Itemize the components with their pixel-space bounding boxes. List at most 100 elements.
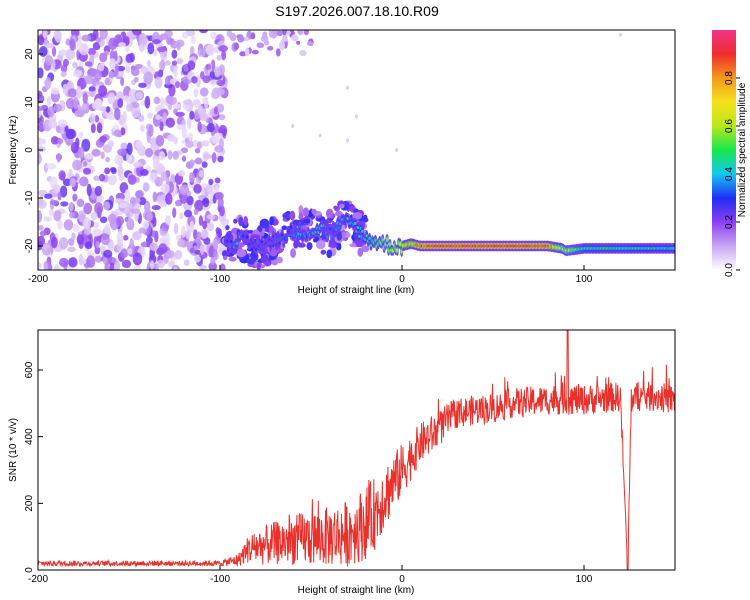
spectrogram-y-tick-label: 0 <box>24 147 35 153</box>
spectrogram-noise-blob <box>60 123 65 134</box>
spectrogram-track-halo <box>344 231 351 238</box>
spectrogram-track-core <box>267 238 271 242</box>
spectrogram-track-core <box>298 224 301 228</box>
spectrogram-track-halo <box>236 249 247 258</box>
spectrogram-noise-blob <box>193 254 202 263</box>
spectrogram-noise-blob <box>196 231 202 241</box>
spectrogram-noise-blob <box>153 157 160 168</box>
spectrogram-noise-blob <box>256 42 265 49</box>
spectrogram-noise-blob <box>208 261 217 270</box>
colorbar-tick-label: 0.2 <box>724 215 735 229</box>
spectrogram-noise-blob <box>128 88 138 102</box>
spectrogram-noise-blob <box>318 133 322 138</box>
spectrogram-noise-blob <box>158 60 166 71</box>
spectrogram-noise-blob <box>189 110 195 120</box>
spectrogram-noise-blob <box>122 110 127 124</box>
spectrogram-noise-blob <box>276 30 283 37</box>
spectrogram-noise-blob <box>65 98 76 110</box>
spectrogram-noise-blob <box>44 43 55 49</box>
spectrogram-noise-blob <box>159 33 168 40</box>
spectrogram-noise-blob <box>108 71 115 79</box>
spectrogram-noise-blob <box>108 37 118 50</box>
spectrogram-noise-blob <box>185 140 194 148</box>
spectrogram-track-core <box>385 237 389 242</box>
spectrogram-noise-blob <box>172 266 178 270</box>
spectrogram-track-halo <box>334 210 343 217</box>
spectrogram-noise-blob <box>205 44 215 56</box>
spectrogram-noise-blob <box>177 238 185 248</box>
spectrogram-noise-blob <box>173 136 178 145</box>
spectrogram-noise-blob <box>78 253 83 266</box>
spectrogram-noise-blob <box>168 96 177 105</box>
spectrogram-noise-blob <box>90 123 96 134</box>
spectrogram-noise-blob <box>267 45 274 51</box>
spectrogram-track-core <box>672 246 675 250</box>
spectrogram-track-halo <box>282 212 292 219</box>
spectrogram-track-core <box>356 225 360 230</box>
spectrogram-noise-blob <box>105 156 110 163</box>
spectrogram-noise-blob <box>84 241 93 250</box>
spectrogram-track-halo <box>303 219 311 224</box>
spectrogram-noise-blob <box>96 196 102 204</box>
spectrogram-noise-blob <box>87 47 96 56</box>
spectrogram-noise-blob <box>41 244 51 250</box>
spectrogram-noise-blob <box>214 177 221 184</box>
spectrogram-noise-blob <box>213 66 222 78</box>
spectrogram-noise-blob <box>79 176 89 187</box>
spectrogram-noise-blob <box>42 30 48 39</box>
spectrogram-noise-blob <box>107 140 115 148</box>
spectrogram-noise-blob <box>171 49 178 59</box>
spectrogram-noise-blob <box>160 171 167 182</box>
spectrogram-track-core <box>260 240 264 244</box>
spectrogram-noise-blob <box>125 46 130 53</box>
spectrogram-noise-blob <box>109 58 117 70</box>
spectrogram-noise-blob <box>163 60 171 66</box>
spectrogram-noise-blob <box>174 81 181 89</box>
spectrogram-noise-blob <box>84 61 93 67</box>
snr-series-line <box>38 330 675 570</box>
spectrogram-track-halo <box>289 210 296 221</box>
spectrogram-noise-blob <box>39 230 47 237</box>
spectrogram-track-halo <box>264 260 271 267</box>
spectrogram-noise-blob <box>58 257 69 268</box>
spectrogram-noise-blob <box>202 197 210 208</box>
spectrogram-noise-blob <box>109 49 115 62</box>
snr-x-tick-label: 100 <box>576 574 593 585</box>
spectrogram-noise-blob <box>296 40 301 45</box>
spectrogram-noise-blob <box>138 82 147 88</box>
spectrogram-noise-blob <box>214 184 220 195</box>
spectrogram-noise-blob <box>148 124 154 137</box>
spectrogram-noise-blob <box>38 35 45 46</box>
spectrogram-noise-blob <box>38 46 48 57</box>
spectrogram-noise-blob <box>164 232 170 245</box>
spectrogram-noise-blob <box>138 197 147 206</box>
spectrogram-noise-blob <box>168 103 173 111</box>
spectrogram-track-halo <box>271 259 279 266</box>
spectrogram-noise-blob <box>72 224 80 232</box>
snr-x-tick-label: -100 <box>210 574 230 585</box>
spectrogram-track-core <box>381 238 384 242</box>
spectrogram-noise-blob <box>183 209 193 218</box>
spectrogram-track-core <box>387 248 390 252</box>
spectrogram-track-halo <box>341 231 346 238</box>
spectrogram-noise-blob <box>160 97 165 110</box>
spectrogram-noise-blob <box>182 99 193 106</box>
spectrogram-noise-blob <box>202 220 208 230</box>
spectrogram-noise-blob <box>94 202 104 215</box>
spectrogram-noise-blob <box>107 174 118 186</box>
spectrogram-noise-blob <box>138 44 145 52</box>
spectrogram-noise-blob <box>193 183 202 194</box>
spectrogram-track-halo <box>335 242 342 251</box>
spectrogram-y-label: Frequency (Hz) <box>8 116 19 185</box>
spectrogram-noise-blob <box>213 250 219 261</box>
spectrogram-track-halo <box>222 250 229 258</box>
spectrogram-noise-blob <box>199 87 209 97</box>
spectrogram-noise-blob <box>114 107 121 121</box>
spectrogram-noise-blob <box>138 33 147 47</box>
spectrogram-track-halo <box>333 205 338 211</box>
spectrogram-noise-blob <box>60 201 69 207</box>
spectrogram-noise-blob <box>38 137 44 145</box>
spectrogram-noise-blob <box>84 74 94 85</box>
spectrogram-noise-blob <box>142 182 150 192</box>
spectrogram-noise-blob <box>95 240 100 249</box>
